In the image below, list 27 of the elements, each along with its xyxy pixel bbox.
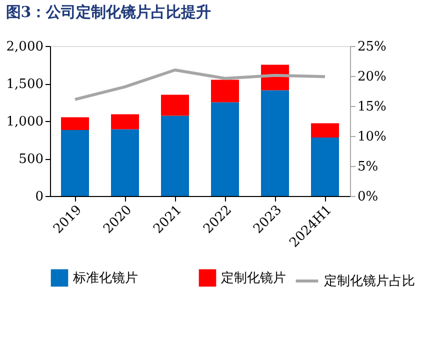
y2-tick-label: 10% xyxy=(358,130,386,144)
bar xyxy=(111,114,139,130)
y-tick-label: 1,500 xyxy=(6,77,44,92)
chart-title: 图3：公司定制化镜片占比提升 xyxy=(6,3,212,21)
legend-label: 定制化镜片占比 xyxy=(324,274,415,289)
y2-tick-label: 0% xyxy=(358,190,378,204)
y2-tick-label: 20% xyxy=(358,70,386,84)
y-tick-label: 2,000 xyxy=(6,40,44,54)
bar xyxy=(161,94,189,116)
bar xyxy=(61,117,89,130)
y-tick-label: 1,000 xyxy=(6,114,44,130)
y2-tick-label: 25% xyxy=(358,40,386,54)
bar xyxy=(161,116,189,196)
bar xyxy=(311,123,339,138)
bar xyxy=(261,90,289,196)
legend-label: 定制化镜片 xyxy=(221,270,286,286)
bar xyxy=(61,130,89,196)
legend-label: 标准化镜片 xyxy=(72,270,138,286)
y-tick-label: 500 xyxy=(18,152,44,167)
line-series xyxy=(74,68,326,101)
y2-tick-label: 5% xyxy=(358,160,378,174)
y-tick-label: 0 xyxy=(35,190,44,204)
y2-tick-label: 15% xyxy=(358,100,386,114)
bar xyxy=(311,138,339,196)
bar xyxy=(111,129,139,196)
bar xyxy=(211,80,239,102)
bar xyxy=(211,102,239,196)
